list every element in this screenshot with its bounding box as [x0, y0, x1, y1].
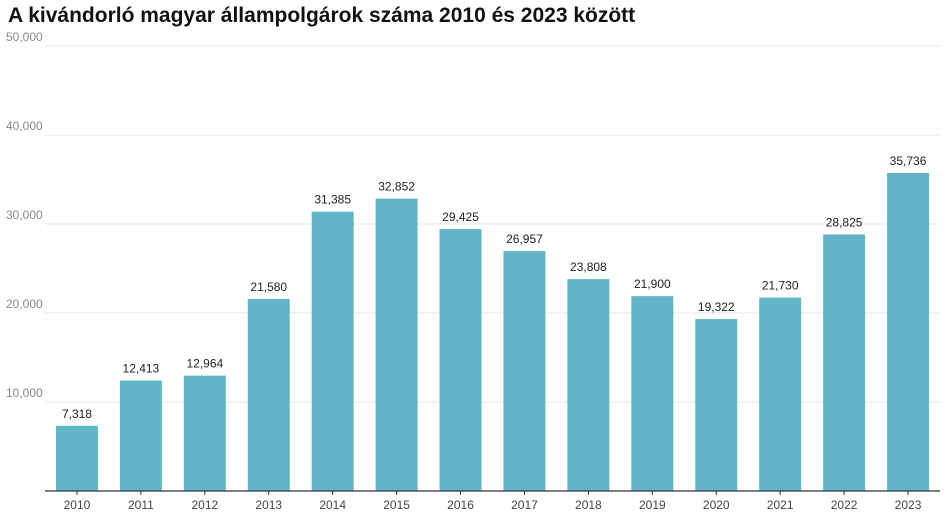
- x-tick-label: 2016: [447, 498, 474, 512]
- x-tick-label: 2018: [575, 498, 602, 512]
- data-label: 26,957: [506, 232, 543, 246]
- bar-2014: [311, 211, 354, 491]
- bar-2023: [887, 172, 930, 492]
- bar-2013: [247, 298, 290, 491]
- y-tick-label: 20,000: [6, 297, 43, 311]
- bar-2022: [823, 234, 866, 491]
- bar-2011: [119, 380, 162, 491]
- bar-2020: [695, 319, 738, 491]
- x-tick-label: 2010: [64, 498, 91, 512]
- bar-2018: [567, 279, 610, 491]
- y-axis-ticks: 10,000 20,000 30,000 40,000 50,000: [6, 30, 43, 400]
- data-label: 21,730: [762, 279, 799, 293]
- data-label: 19,322: [698, 300, 735, 314]
- bar-2010: [55, 425, 98, 491]
- data-label: 29,425: [442, 210, 479, 224]
- data-label: 12,964: [186, 357, 223, 371]
- data-labels: 7,318 12,413 12,964 21,580 31,385 32,852 29,42…: [62, 154, 927, 421]
- data-label: 32,852: [378, 180, 415, 194]
- bar-2012: [183, 375, 226, 491]
- x-tick-label: 2019: [639, 498, 666, 512]
- data-label: 7,318: [62, 407, 92, 421]
- x-tick-label: 2011: [128, 498, 154, 512]
- x-tick-label: 2015: [383, 498, 410, 512]
- data-label: 21,900: [634, 277, 671, 291]
- x-tick-label: 2021: [767, 498, 794, 512]
- y-tick-label: 10,000: [6, 386, 43, 400]
- x-tick-label: 2022: [831, 498, 858, 512]
- bars: [55, 172, 930, 492]
- data-label: 35,736: [890, 154, 927, 168]
- x-tick-label: 2013: [255, 498, 282, 512]
- x-tick-label: 2014: [319, 498, 346, 512]
- x-tick-label: 2012: [191, 498, 218, 512]
- x-tick-label: 2017: [511, 498, 538, 512]
- y-tick-label: 30,000: [6, 208, 43, 222]
- data-label: 28,825: [826, 215, 863, 229]
- x-axis-ticks: 2010 2011 2012 2013 2014 2015 2016 2017 2018 2019…: [64, 491, 922, 512]
- y-tick-label: 50,000: [6, 30, 43, 44]
- y-tick-label: 40,000: [6, 119, 43, 133]
- bar-2019: [631, 296, 674, 491]
- bar-2016: [439, 229, 482, 491]
- data-label: 21,580: [250, 280, 287, 294]
- chart-title: A kivándorló magyar állampolgárok száma …: [8, 4, 636, 27]
- data-label: 12,413: [123, 362, 160, 376]
- data-label: 23,808: [570, 260, 607, 274]
- bar-2015: [375, 198, 418, 492]
- bar-2017: [503, 251, 546, 491]
- x-tick-label: 2023: [895, 498, 922, 512]
- data-label: 31,385: [314, 193, 351, 207]
- gridlines: [45, 45, 940, 403]
- x-tick-label: 2020: [703, 498, 730, 512]
- bar-2021: [759, 297, 802, 491]
